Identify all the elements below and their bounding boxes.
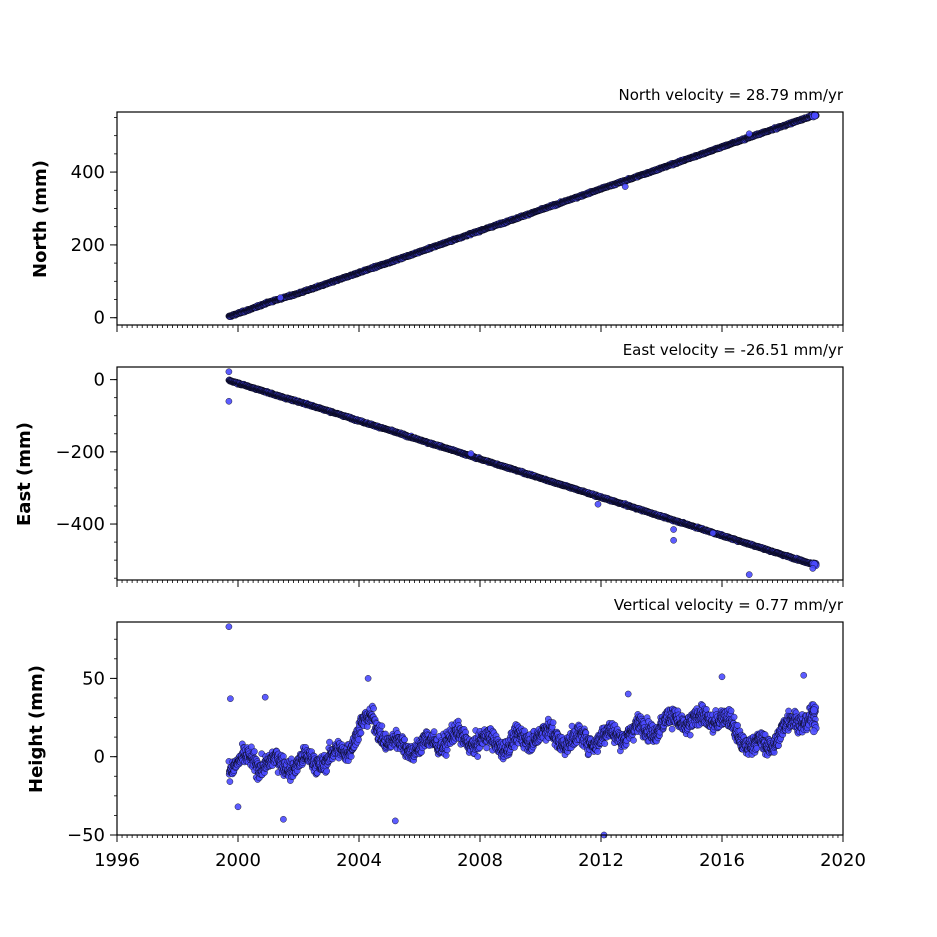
east-panel: East velocity = -26.51 mm/yr East (mm) 0… bbox=[14, 341, 844, 587]
north-axis-label: North (mm) bbox=[30, 160, 51, 278]
data-point bbox=[467, 450, 475, 457]
data-point bbox=[621, 183, 629, 190]
data-point bbox=[225, 397, 233, 405]
y-tick-label: 400 bbox=[71, 162, 105, 183]
x-axis bbox=[116, 325, 844, 332]
east-velocity-title: East velocity = -26.51 mm/yr bbox=[623, 341, 844, 359]
data-point bbox=[709, 529, 717, 537]
data-point bbox=[745, 571, 753, 578]
scatter-points bbox=[225, 111, 820, 320]
scatter-points bbox=[225, 368, 820, 578]
x-axis bbox=[116, 580, 844, 587]
plot-frame bbox=[116, 366, 844, 581]
north-panel: North velocity = 28.79 mm/yr North (mm) … bbox=[30, 86, 844, 332]
data-point bbox=[670, 537, 677, 544]
y-tick-label: 200 bbox=[71, 235, 105, 256]
data-point bbox=[745, 130, 753, 138]
data-point bbox=[811, 111, 819, 120]
east-axis-label: East (mm) bbox=[14, 422, 35, 526]
data-point bbox=[670, 526, 677, 533]
data-point bbox=[277, 294, 284, 302]
y-axis: 0 200 400 bbox=[71, 117, 117, 329]
y-tick-label: 0 bbox=[94, 308, 105, 329]
north-velocity-title: North velocity = 28.79 mm/yr bbox=[619, 86, 844, 104]
data-point bbox=[594, 500, 602, 508]
data-point bbox=[225, 368, 233, 376]
data-point bbox=[809, 565, 817, 572]
